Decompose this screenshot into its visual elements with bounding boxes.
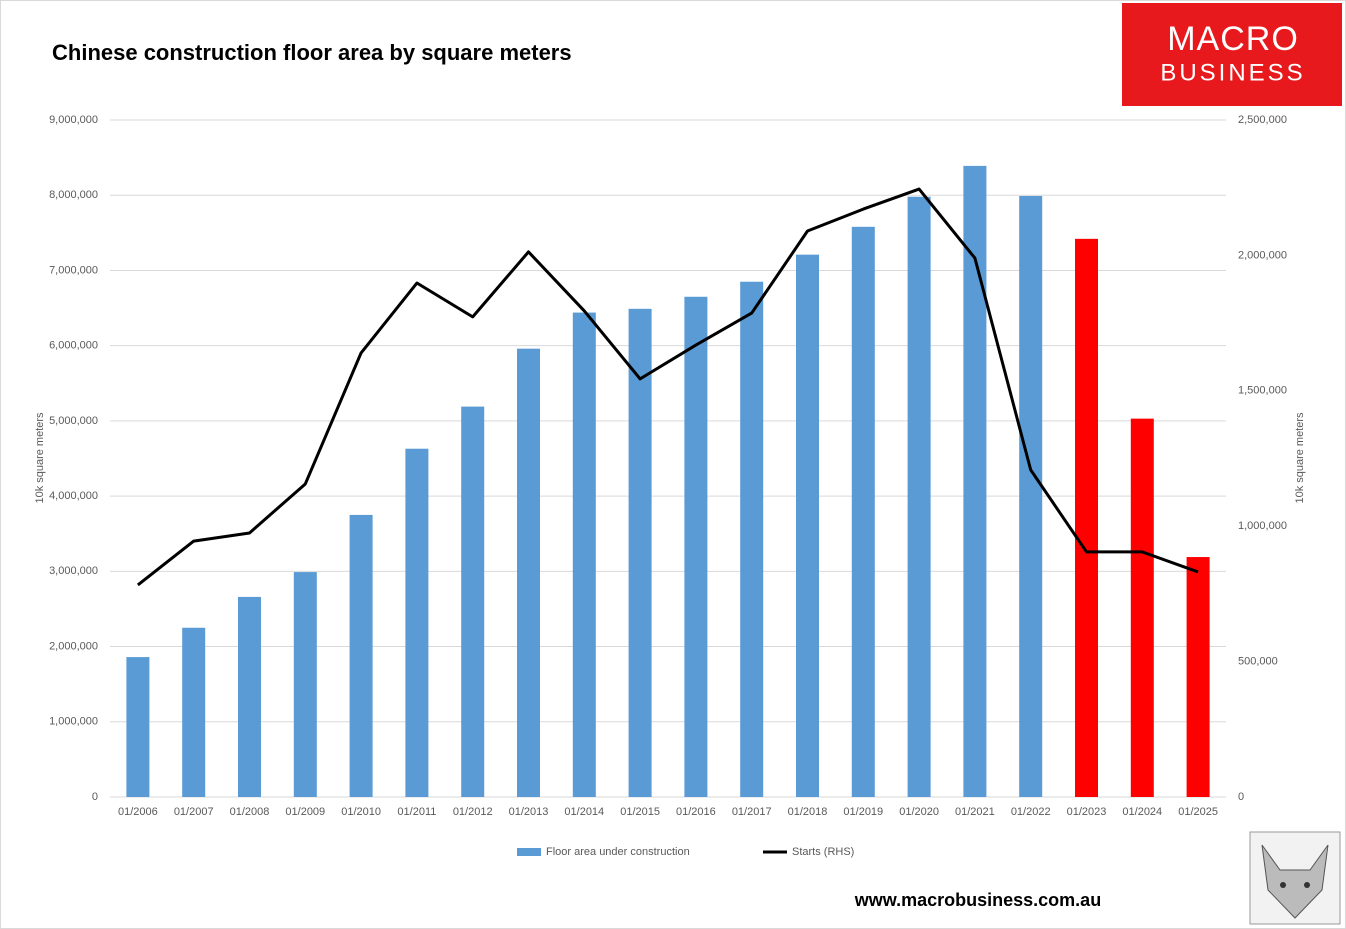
y-tick-label: 6,000,000 xyxy=(49,340,98,352)
bar xyxy=(684,296,708,797)
x-tick-label: 01/2015 xyxy=(620,806,660,818)
x-tick-label: 01/2016 xyxy=(676,806,716,818)
x-tick-label: 01/2017 xyxy=(732,806,772,818)
x-tick-label: 01/2025 xyxy=(1178,806,1218,818)
y-tick-label: 4,000,000 xyxy=(49,490,98,502)
y-tick-label: 3,000,000 xyxy=(49,565,98,577)
chart-title: Chinese construction floor area by squar… xyxy=(52,40,572,65)
bar xyxy=(628,308,652,797)
bar xyxy=(572,312,596,797)
x-tick-label: 01/2008 xyxy=(230,806,270,818)
logo-text: MACRO xyxy=(1167,20,1299,58)
x-tick-label: 01/2022 xyxy=(1011,806,1051,818)
bar xyxy=(1186,557,1210,797)
x-tick-label: 01/2011 xyxy=(397,806,436,818)
x-tick-label: 01/2013 xyxy=(509,806,549,818)
x-tick-label: 01/2018 xyxy=(788,806,828,818)
x-tick-label: 01/2019 xyxy=(843,806,883,818)
legend-swatch xyxy=(517,848,541,856)
x-tick-label: 01/2021 xyxy=(955,806,995,818)
y2-tick-label: 500,000 xyxy=(1238,656,1278,668)
x-tick-label: 01/2014 xyxy=(564,806,604,818)
y-axis-title: 10k square meters xyxy=(34,412,46,504)
x-tick-label: 01/2024 xyxy=(1122,806,1162,818)
bar xyxy=(517,348,540,797)
bar xyxy=(238,596,261,797)
y-tick-label: 2,000,000 xyxy=(49,640,98,652)
x-tick-label: 01/2020 xyxy=(899,806,939,818)
bar xyxy=(1075,238,1098,798)
bar xyxy=(907,196,931,797)
bar xyxy=(293,572,317,797)
bar xyxy=(182,627,206,797)
y-tick-label: 9,000,000 xyxy=(49,114,98,126)
bar xyxy=(1019,195,1043,798)
bar xyxy=(126,657,150,797)
bar xyxy=(851,226,875,797)
y2-tick-label: 2,000,000 xyxy=(1238,249,1287,261)
y-tick-label: 8,000,000 xyxy=(49,189,98,201)
bar xyxy=(963,165,987,797)
bar xyxy=(405,448,429,797)
x-tick-label: 01/2006 xyxy=(118,806,158,818)
y2-tick-label: 0 xyxy=(1238,791,1244,803)
bar xyxy=(740,281,764,797)
y2-axis-title: 10k square meters xyxy=(1294,412,1306,504)
logo-box xyxy=(1122,3,1342,106)
website: www.macrobusiness.com.au xyxy=(854,890,1101,910)
fox-image xyxy=(1249,831,1341,925)
y2-tick-label: 2,500,000 xyxy=(1238,114,1287,126)
y-tick-label: 0 xyxy=(92,791,98,803)
legend-label: Floor area under construction xyxy=(546,846,690,858)
bar xyxy=(461,406,485,797)
y-tick-label: 7,000,000 xyxy=(49,264,98,276)
y-tick-label: 5,000,000 xyxy=(49,415,98,427)
y2-tick-label: 1,000,000 xyxy=(1238,520,1287,532)
bar xyxy=(349,514,373,797)
bar xyxy=(1130,418,1154,797)
x-tick-label: 01/2007 xyxy=(174,806,214,818)
x-tick-label: 01/2009 xyxy=(285,806,325,818)
bar xyxy=(796,254,819,798)
line xyxy=(136,187,1199,587)
legend-label: Starts (RHS) xyxy=(792,846,854,858)
y2-tick-label: 1,500,000 xyxy=(1238,385,1287,397)
logo-text: BUSINESS xyxy=(1160,59,1305,86)
x-tick-label: 01/2023 xyxy=(1067,806,1107,818)
x-tick-label: 01/2012 xyxy=(453,806,493,818)
y-tick-label: 1,000,000 xyxy=(49,716,98,728)
x-tick-label: 01/2010 xyxy=(341,806,381,818)
